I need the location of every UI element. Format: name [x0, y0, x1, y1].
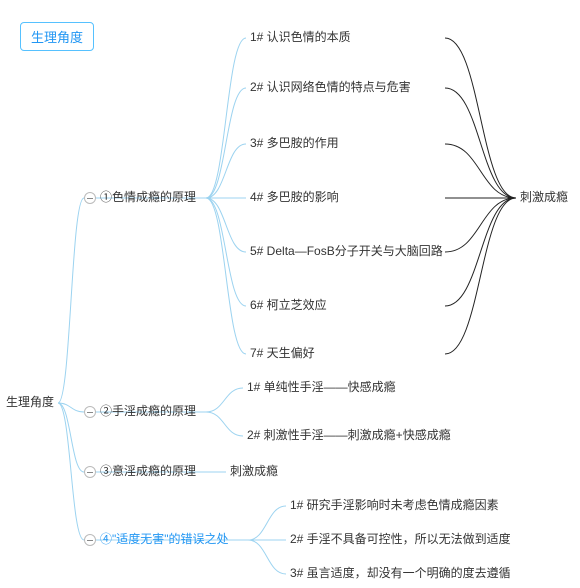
collapse-icon[interactable] — [84, 466, 96, 478]
leaf-node[interactable]: 3# 虽言适度，却没有一个明确的度去遵循 — [290, 566, 511, 580]
leaf-node[interactable]: 1# 认识色情的本质 — [250, 30, 351, 44]
leaf-node[interactable]: 5# Delta—FosB分子开关与大脑回路 — [250, 244, 443, 258]
leaf-node[interactable]: 6# 柯立芝效应 — [250, 298, 327, 312]
leaf-node[interactable]: 3# 多巴胺的作用 — [250, 136, 339, 150]
leaf-node[interactable]: 刺激成瘾 — [230, 464, 278, 478]
leaf-node[interactable]: 4# 多巴胺的影响 — [250, 190, 339, 204]
leaf-node[interactable]: 7# 天生偏好 — [250, 346, 315, 360]
branch-node[interactable]: ②手淫成瘾的原理 — [100, 404, 196, 418]
branch-node[interactable]: ④"适度无害"的错误之处 — [100, 532, 229, 546]
collapse-icon[interactable] — [84, 192, 96, 204]
branch-node[interactable]: ①色情成瘾的原理 — [100, 190, 196, 204]
leaf-node[interactable]: 2# 认识网络色情的特点与危害 — [250, 80, 411, 94]
branch-node[interactable]: ③意淫成瘾的原理 — [100, 464, 196, 478]
leaf-node[interactable]: 1# 研究手淫影响时未考虑色情成瘾因素 — [290, 498, 499, 512]
leaf-node[interactable]: 2# 刺激性手淫——刺激成瘾+快感成瘾 — [247, 428, 451, 442]
leaf-node[interactable]: 1# 单纯性手淫——快感成瘾 — [247, 380, 396, 394]
root-node[interactable]: 生理角度 — [6, 395, 54, 409]
title-box: 生理角度 — [20, 22, 94, 51]
converge-node[interactable]: 刺激成瘾 — [520, 190, 568, 204]
collapse-icon[interactable] — [84, 534, 96, 546]
leaf-node[interactable]: 2# 手淫不具备可控性，所以无法做到适度 — [290, 532, 511, 546]
collapse-icon[interactable] — [84, 406, 96, 418]
